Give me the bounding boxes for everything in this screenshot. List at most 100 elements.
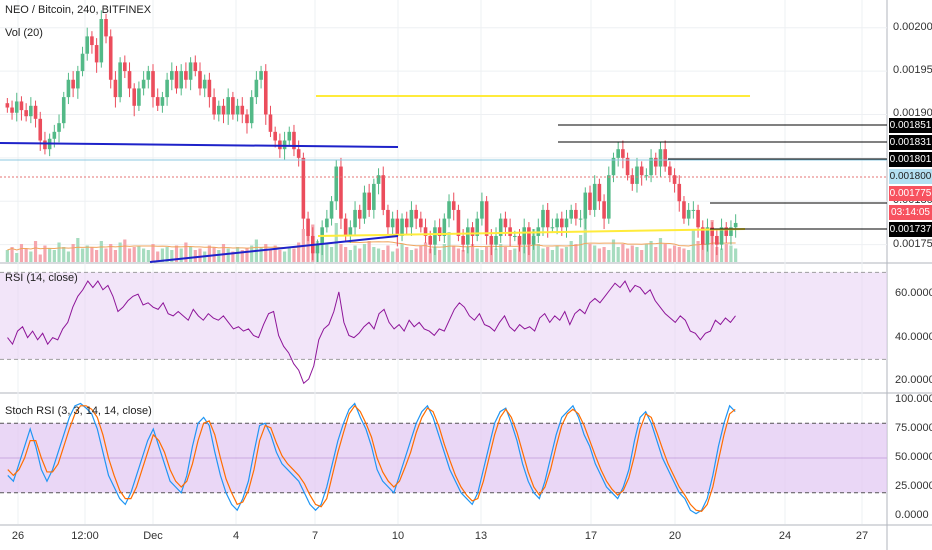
volume-bar xyxy=(226,248,230,262)
candle-body xyxy=(494,235,498,245)
time-tick-label: 10 xyxy=(391,530,405,542)
candle-body xyxy=(696,209,700,228)
volume-bar xyxy=(90,247,94,262)
candle-body xyxy=(423,227,428,236)
volume-bar xyxy=(48,248,52,262)
candle-body xyxy=(198,71,202,89)
candle-body xyxy=(466,227,470,245)
volume-bar xyxy=(658,238,663,262)
volume-bar xyxy=(578,235,583,262)
candle-body xyxy=(715,235,719,245)
candle-body xyxy=(606,175,611,219)
candle-body xyxy=(123,62,127,72)
volume-bar xyxy=(325,244,329,262)
candle-body xyxy=(531,235,536,245)
volume-bar xyxy=(419,245,423,262)
volume-bar xyxy=(682,248,686,262)
volume-bar xyxy=(705,244,710,262)
candle-body xyxy=(710,227,714,236)
candle-body xyxy=(480,201,484,219)
volume-bar xyxy=(19,244,24,262)
volume-bar xyxy=(85,245,89,262)
time-tick-label: 4 xyxy=(232,530,240,542)
candle-body xyxy=(733,222,738,228)
candle-body xyxy=(672,175,677,184)
volume-bar xyxy=(250,245,254,262)
time-tick-label: 26 xyxy=(11,530,25,542)
stoch-tick-label: 25.0000 xyxy=(895,480,932,492)
candle-body xyxy=(348,227,353,236)
candle-body xyxy=(545,209,550,228)
candle-body xyxy=(193,62,198,72)
stoch-tick-label: 50.0000 xyxy=(895,451,932,463)
candle-body xyxy=(559,218,564,228)
candle-body xyxy=(137,88,141,106)
candle-body xyxy=(724,227,729,236)
candle-body xyxy=(296,149,301,158)
volume-bar xyxy=(438,250,442,262)
time-tick-label: 20 xyxy=(668,530,682,542)
candle-body xyxy=(207,79,212,98)
candle-body xyxy=(475,218,480,236)
candle-body xyxy=(263,71,268,115)
candle-body xyxy=(188,62,193,80)
volume-bar xyxy=(640,250,644,262)
candle-body xyxy=(682,201,686,219)
volume-bar xyxy=(485,247,489,262)
volume-bar xyxy=(278,250,282,262)
volume-bar xyxy=(344,247,348,262)
candle-body xyxy=(649,157,653,176)
candle-body xyxy=(550,227,555,229)
candle-body xyxy=(400,218,404,236)
volume-bar xyxy=(207,245,211,262)
candle-body xyxy=(245,114,249,124)
candle-body xyxy=(179,71,184,89)
candle-body xyxy=(433,227,437,245)
candle-body xyxy=(24,110,28,117)
candle-body xyxy=(658,149,663,167)
candle-body xyxy=(437,227,442,236)
volume-bar xyxy=(644,244,648,262)
candle-body xyxy=(461,235,465,245)
volume-bar xyxy=(428,248,432,262)
volume-bar xyxy=(400,244,404,262)
volume-bar xyxy=(564,247,569,262)
price-tag: 0.001737 xyxy=(889,222,932,237)
symbol-title: NEO / Bitcoin, 240, BITFINEX xyxy=(5,4,152,16)
candle-body xyxy=(602,201,606,219)
volume-bar xyxy=(123,239,127,262)
rsi-tick-label: 20.0000 xyxy=(895,374,932,387)
volume-bar xyxy=(381,250,385,262)
volume-bar xyxy=(198,248,202,262)
volume-bar xyxy=(348,250,352,262)
volume-bar xyxy=(66,251,71,262)
volume-bar xyxy=(452,245,456,262)
volume-bar xyxy=(696,241,700,262)
candle-body xyxy=(419,218,423,228)
candle-body xyxy=(503,218,508,228)
candle-body xyxy=(574,209,578,219)
volume-bar xyxy=(724,244,728,262)
candle-body xyxy=(456,209,461,236)
volume-bar xyxy=(649,241,653,262)
rsi-line xyxy=(7,280,736,385)
volume-bar xyxy=(24,248,28,262)
candle-body xyxy=(508,227,512,236)
volume-bar xyxy=(235,247,240,262)
volume-bar xyxy=(414,248,418,262)
candle-body xyxy=(160,97,165,106)
candle-body xyxy=(362,192,367,219)
volume-bar xyxy=(146,250,150,262)
candle-body xyxy=(5,103,10,108)
volume-bar xyxy=(560,248,564,262)
candle-body xyxy=(668,166,672,176)
volume-bar xyxy=(151,244,155,262)
volume-bar xyxy=(409,250,414,262)
volume-bar xyxy=(104,248,108,262)
candle-body xyxy=(249,97,254,124)
volume-bar xyxy=(466,247,470,262)
candle-body xyxy=(240,105,245,115)
volume-bar xyxy=(113,250,118,262)
candle-body xyxy=(76,71,80,89)
